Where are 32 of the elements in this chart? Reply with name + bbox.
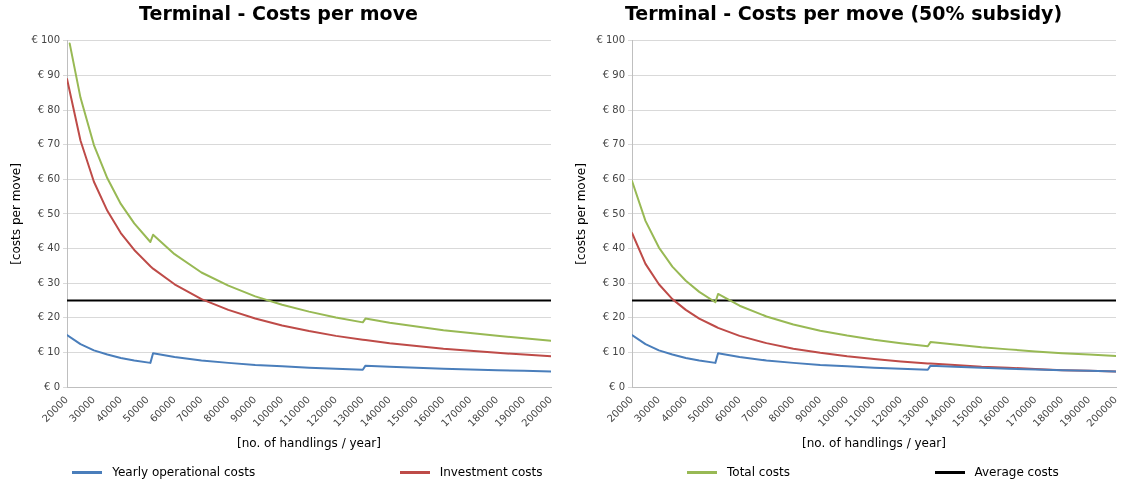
y-tick-label: € 70 (37, 138, 61, 150)
y-tick-label: € 0 (44, 380, 61, 392)
chart-title: Terminal - Costs per move (139, 2, 418, 25)
y-tick-label: € 90 (37, 69, 61, 81)
y-tick-label: € 30 (602, 276, 626, 288)
y-tick-label: € 60 (37, 172, 61, 184)
y-tick-label: € 80 (602, 103, 626, 115)
legend-label: Investment costs (439, 465, 543, 479)
y-tick-label: € 60 (602, 172, 626, 184)
y-tick-label: € 40 (37, 242, 61, 254)
y-tick-label: € 40 (602, 242, 626, 254)
x-axis-title: [no. of handlings / year] (802, 435, 946, 450)
legend-label: Yearly operational costs (112, 465, 256, 479)
y-tick-label: € 0 (609, 380, 626, 392)
y-tick-label: € 30 (37, 276, 61, 288)
y-tick-label: € 10 (602, 346, 626, 358)
y-tick-label: € 50 (602, 207, 626, 219)
y-tick-label: € 90 (602, 69, 626, 81)
legend-label: Average costs (974, 465, 1059, 479)
y-tick-label: € 80 (37, 103, 61, 115)
y-tick-label: € 100 (31, 34, 61, 46)
y-tick-label: € 50 (37, 207, 61, 219)
y-tick-label: € 100 (596, 34, 626, 46)
y-tick-label: € 20 (37, 311, 61, 323)
legend-label: Total costs (727, 465, 791, 479)
y-tick-label: € 20 (602, 311, 626, 323)
y-tick-label: € 10 (37, 346, 61, 358)
chart-title: Terminal - Costs per move (50% subsidy) (624, 2, 1063, 25)
y-axis-title: [costs per move] (574, 163, 589, 265)
y-tick-label: € 70 (602, 138, 626, 150)
x-axis-title: [no. of handlings / year] (237, 435, 381, 450)
y-axis-title: [costs per move] (9, 163, 24, 265)
